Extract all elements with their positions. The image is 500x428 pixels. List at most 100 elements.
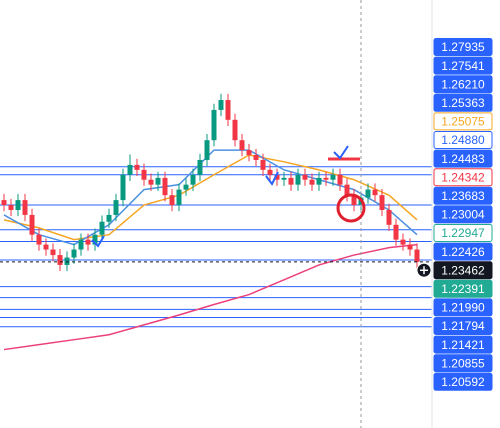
candle-body (211, 109, 217, 141)
candle-body (225, 100, 231, 120)
candle-body (106, 214, 112, 222)
candle-body (295, 174, 301, 185)
candle-body (393, 224, 399, 240)
candle-body (407, 244, 413, 250)
candle-body (190, 174, 196, 185)
price-label: 1.23462 (441, 263, 485, 277)
candle-body (134, 164, 140, 170)
price-label-box (433, 149, 493, 168)
price-label-box (433, 354, 493, 373)
price-label: 1.24483 (441, 152, 485, 166)
candle-body (386, 209, 392, 225)
candle-body (141, 169, 147, 180)
candle-body (15, 200, 21, 210)
price-label: 1.20592 (441, 375, 485, 389)
candle-body (246, 150, 252, 156)
candle-body (71, 249, 77, 258)
candle-body (267, 169, 273, 175)
candle-body (169, 195, 175, 206)
candle-body (50, 249, 56, 256)
price-label: 1.27541 (441, 59, 485, 73)
price-label-box (433, 317, 493, 335)
candle-body (78, 239, 84, 250)
candle-body (316, 177, 322, 185)
candle-body (323, 177, 329, 180)
price-label: 1.22426 (441, 245, 485, 259)
candle-body (183, 184, 189, 190)
candle-body (400, 239, 406, 245)
price-label-box (433, 224, 493, 242)
drawing-check (91, 235, 105, 248)
price-label-box (433, 261, 493, 280)
candle-body (372, 189, 378, 196)
price-label-box (433, 131, 493, 149)
candle-body (232, 119, 238, 141)
candle-body (351, 195, 357, 206)
price-label: 1.21421 (441, 338, 485, 352)
price-label-box (433, 242, 493, 261)
candle-body (239, 140, 245, 151)
drawing-check (265, 171, 279, 186)
price-label: 1.21990 (441, 301, 485, 315)
candle-body (22, 200, 28, 215)
candle-body (253, 155, 259, 160)
price-label: 1.23683 (441, 189, 485, 203)
add-icon (420, 266, 428, 275)
price-label: 1.21794 (441, 319, 485, 333)
drawing-check (333, 145, 349, 160)
candle-body (344, 184, 350, 196)
candle-body (85, 239, 91, 245)
candle-body (113, 200, 119, 215)
price-label-box (433, 168, 493, 187)
candle-body (43, 244, 49, 250)
price-label: 1.24342 (441, 170, 485, 184)
candle-body (274, 174, 280, 180)
candle-body (176, 189, 182, 206)
candle-body (197, 159, 203, 175)
moving-average (3, 243, 418, 351)
price-axis-labels: 1.27935 1.27541 1.26210 1.25363 1.25075 1.248… (416, 38, 493, 391)
price-label-box (433, 205, 493, 224)
price-label: 1.24880 (441, 133, 485, 147)
candle-body (148, 179, 154, 185)
price-label: 1.25075 (441, 115, 485, 129)
price-label-box (433, 93, 493, 112)
price-label-box (433, 298, 493, 317)
candle-body (155, 177, 161, 185)
drawing-circle (336, 193, 366, 223)
candle-body (260, 159, 266, 170)
price-label-box (433, 186, 493, 205)
candle-body (99, 221, 105, 235)
price-label-box (433, 279, 493, 298)
price-label-box (433, 56, 493, 75)
price-label-box (433, 112, 493, 131)
candle-body (414, 249, 420, 262)
price-label-box (433, 372, 493, 391)
candle-body (281, 177, 287, 180)
moving-average (3, 154, 418, 241)
price-label-box (433, 75, 493, 94)
price-label: 1.22391 (441, 282, 485, 296)
candle-body (92, 234, 98, 245)
price-label: 1.25363 (441, 96, 485, 110)
candle-body (288, 177, 294, 185)
candle-body (330, 174, 336, 180)
candle-body (8, 205, 14, 210)
candle-body (218, 100, 224, 110)
candle-body (57, 255, 63, 265)
plot (0, 93, 432, 351)
candle-body (162, 177, 168, 196)
candle-body (36, 234, 42, 245)
candle-body (127, 164, 133, 175)
candle-body (379, 195, 385, 210)
price-label: 1.26210 (441, 77, 485, 91)
candle-body (29, 214, 35, 235)
candle-body (64, 257, 70, 265)
price-label: 1.20855 (441, 356, 485, 370)
candle-body (365, 189, 371, 198)
candle-body (204, 140, 210, 160)
candle-body (1, 200, 7, 206)
